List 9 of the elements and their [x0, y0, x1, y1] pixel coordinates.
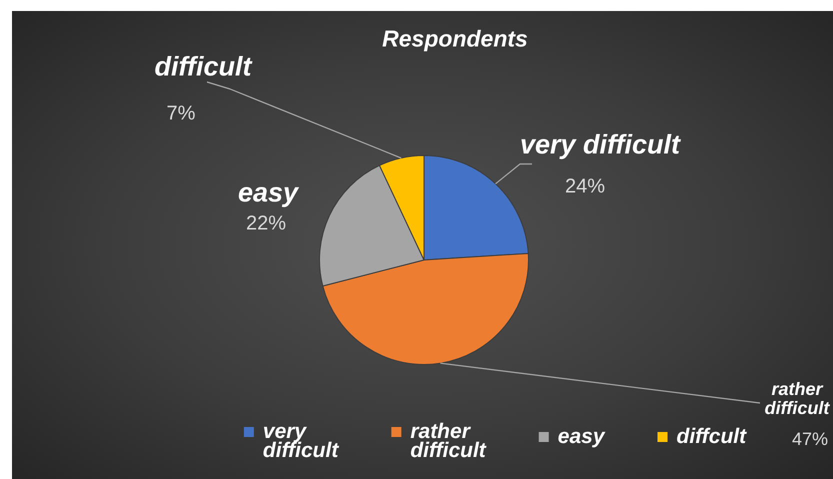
data-label: rather difficult 47%: [764, 378, 830, 449]
legend-label: diffcult: [676, 424, 748, 448]
legend-label: rather difficult: [410, 420, 487, 462]
legend-label: very difficult: [262, 420, 340, 462]
chart-title: Respondents: [382, 25, 528, 52]
legend-label: easy: [558, 424, 606, 448]
data-label: difficult 7%: [154, 51, 252, 125]
data-label: easy 22%: [238, 177, 300, 235]
data-label: very difficult 24%: [520, 129, 682, 198]
